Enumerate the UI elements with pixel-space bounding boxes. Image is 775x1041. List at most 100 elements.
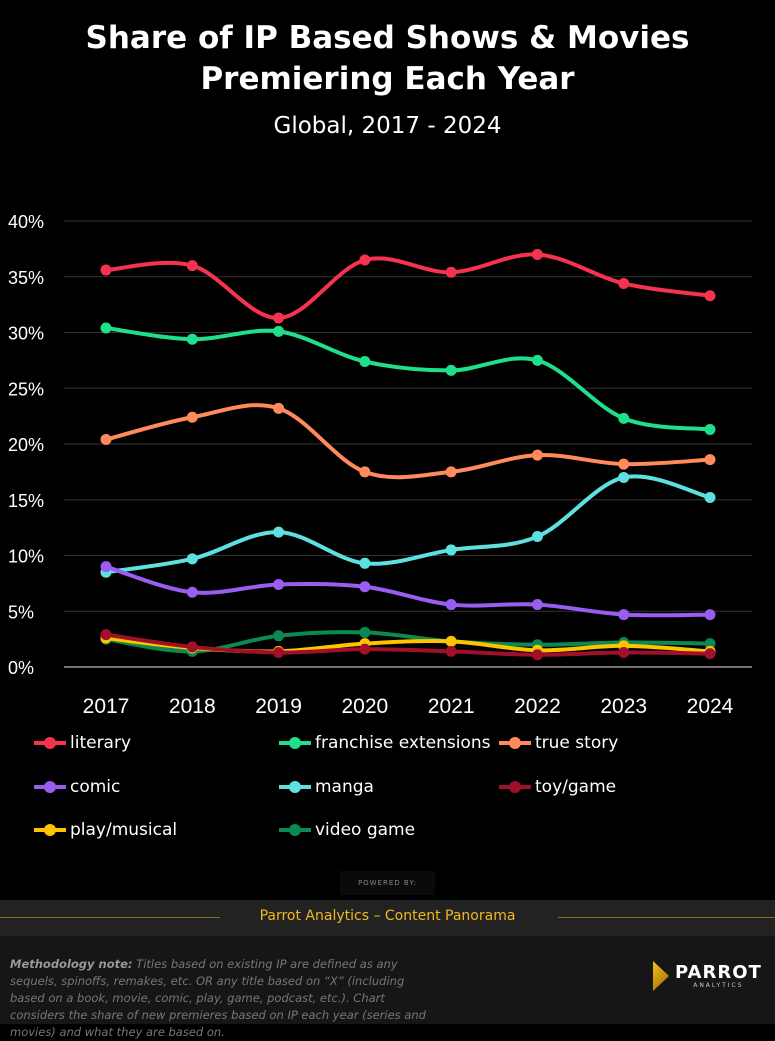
y-tick-label: 5% [8,602,34,622]
data-point-franchise-extensions [186,333,198,345]
data-point-toy-game [445,645,457,657]
legend-swatch [279,824,311,836]
data-point-true-story [359,466,371,478]
data-point-literary [359,254,371,266]
data-point-toy-game [704,648,716,660]
data-point-literary [445,266,457,278]
x-tick-label: 2024 [687,695,734,718]
divider-right [558,917,775,918]
data-point-comic [273,578,285,590]
data-point-play-musical [445,635,457,647]
legend-label: video game [315,820,416,840]
data-point-comic [618,609,630,621]
data-point-manga [445,544,457,556]
legend-item: comic [34,777,120,797]
data-point-toy-game [273,647,285,659]
legend-item: literary [34,733,131,753]
data-point-true-story [618,458,630,470]
legend-item: video game [279,820,415,840]
series-line-manga [105,474,711,575]
y-tick-label: 10% [8,547,44,567]
series-line-video-game [105,630,711,654]
legend-swatch [499,737,531,749]
source-text: Parrot Analytics – Content Panorama [259,908,516,924]
y-tick-label: 20% [8,435,44,455]
x-tick-label: 2023 [600,695,647,718]
data-point-literary [273,312,285,324]
x-tick-label: 2022 [514,695,561,718]
data-point-manga [359,557,371,569]
legend-label: true story [535,733,619,753]
x-tick-label: 2019 [255,695,302,718]
series-line-true-story [105,403,711,480]
legend-label: play/musical [70,820,178,840]
data-point-true-story [704,454,716,466]
data-point-franchise-extensions [100,322,112,334]
data-point-franchise-extensions [618,412,630,424]
legend-label: manga [315,777,374,797]
legend-label: franchise extensions [315,733,491,753]
y-tick-label: 40% [8,212,44,232]
data-point-franchise-extensions [359,355,371,367]
divider-left [0,917,220,918]
data-point-true-story [445,466,457,478]
data-point-manga [186,553,198,565]
data-point-manga [704,492,716,504]
methodology-note: Methodology note: Titles based on existi… [10,956,435,1041]
data-point-literary [531,248,543,260]
data-point-manga [273,526,285,538]
legend-item: true story [499,733,618,753]
parrot-logo-icon [653,961,669,991]
legend-swatch [279,781,311,793]
legend-swatch [34,824,66,836]
y-tick-label: 25% [8,379,44,399]
data-point-toy-game [186,641,198,653]
data-point-toy-game [531,649,543,661]
legend-item: franchise extensions [279,733,490,753]
x-tick-label: 2020 [341,695,388,718]
data-point-franchise-extensions [531,354,543,366]
y-tick-label: 35% [8,268,44,288]
data-point-manga [618,471,630,483]
data-point-comic [445,599,457,611]
legend-item: manga [279,777,374,797]
data-point-true-story [100,434,112,446]
data-point-literary [186,260,198,272]
source-band: Parrot Analytics – Content Panorama [0,900,775,936]
note-label: Methodology note: [10,957,133,971]
x-tick-label: 2018 [169,695,216,718]
data-point-franchise-extensions [445,364,457,376]
legend-swatch [34,781,66,793]
y-tick-label: 30% [8,324,44,344]
data-point-comic [100,561,112,573]
data-point-true-story [186,411,198,423]
data-point-toy-game [359,643,371,655]
data-point-video-game [704,638,716,650]
data-point-true-story [273,402,285,414]
data-point-toy-game [100,629,112,641]
y-tick-label: 15% [8,491,44,511]
data-point-literary [100,264,112,276]
data-point-toy-game [618,647,630,659]
data-point-comic [186,586,198,598]
legend-item: play/musical [34,820,177,840]
data-point-video-game [359,626,371,638]
series-line-literary [105,252,711,321]
data-point-video-game [273,630,285,642]
data-point-literary [704,290,716,302]
series-line-toy-game [105,632,711,657]
legend-label: comic [70,777,121,797]
parrot-analytics-logo: PARROT ANALYTICS [653,961,762,991]
y-tick-label: 0% [8,658,34,678]
line-chart: 0% 5% 10% 15% 20% 25% 30% 35% 40% 2017 2018 2019 202… [8,212,752,718]
x-tick-label: 2021 [428,695,475,718]
title-line-2: Premiering Each Year [200,61,575,97]
data-point-comic [531,599,543,611]
legend-swatch [34,737,66,749]
data-point-true-story [531,449,543,461]
legend-item: toy/game [499,777,616,797]
data-point-comic [359,581,371,593]
legend-label: toy/game [535,777,617,797]
footer: Methodology note: Titles based on existi… [0,936,775,1039]
series-line-comic [105,564,711,618]
